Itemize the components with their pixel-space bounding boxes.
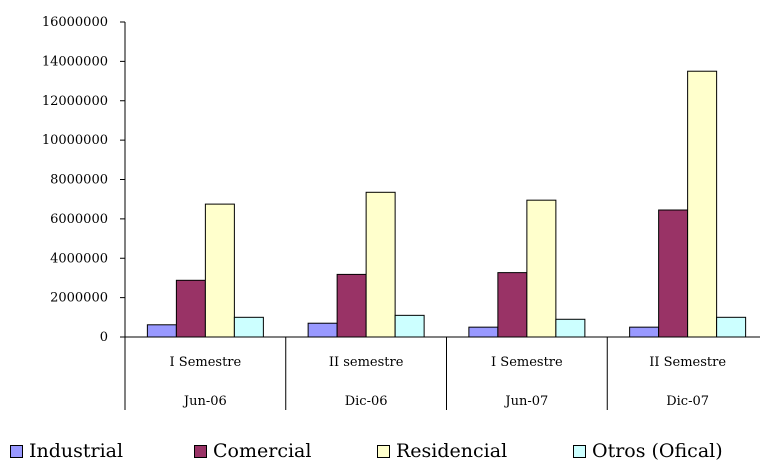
bar-industrial	[629, 326, 660, 338]
bar-residencial	[204, 203, 235, 338]
bar-comercial	[497, 272, 528, 338]
y-tick-label: 4000000	[50, 251, 108, 266]
category-label-date: Dic-07	[666, 394, 709, 409]
bar-otros-ofical	[716, 316, 747, 338]
legend-swatch	[377, 444, 390, 458]
category-label-semester: I Semestre	[491, 355, 563, 370]
bar-residencial	[687, 70, 718, 338]
category-label-semester: II Semestre	[649, 355, 726, 370]
bar-comercial	[175, 279, 206, 338]
y-tick-label: 10000000	[42, 133, 108, 148]
legend-label: Comercial	[213, 440, 312, 462]
legend-item: Industrial	[10, 440, 123, 462]
bar-otros-ofical	[233, 316, 264, 338]
y-tick-label: 14000000	[42, 54, 108, 69]
legend-label: Residencial	[396, 440, 508, 462]
y-tick-label: 0	[100, 330, 108, 345]
y-tick-label: 2000000	[50, 291, 108, 306]
bar-residencial	[526, 199, 557, 338]
legend-swatch	[194, 444, 207, 458]
legend-label: Otros (Ofical)	[592, 440, 723, 462]
bar-industrial	[307, 322, 338, 338]
y-tick-label: 16000000	[42, 15, 108, 30]
legend-item: Residencial	[377, 440, 507, 462]
legend-swatch	[573, 444, 586, 458]
bar-comercial	[336, 273, 367, 338]
category-label-semester: II semestre	[329, 355, 404, 370]
legend: Industrial Comercial Residencial Otros (Ofi…	[0, 440, 760, 464]
bar-otros-ofical	[394, 314, 425, 338]
bar-chart: 0 2000000 4000000 6000000 8000000 10000000 120…	[42, 15, 760, 410]
category-label-date: Dic-06	[345, 394, 388, 409]
y-tick-label: 12000000	[42, 94, 108, 109]
category-label-date: Jun-07	[503, 394, 548, 409]
bar-industrial	[146, 324, 177, 338]
category-label-date: Jun-06	[182, 394, 227, 409]
bar-residencial	[365, 191, 396, 338]
bar-industrial	[468, 326, 499, 338]
bar-otros-ofical	[555, 318, 586, 338]
legend-item: Comercial	[194, 440, 311, 462]
legend-label: Industrial	[29, 440, 124, 462]
y-tick-label: 6000000	[50, 212, 108, 227]
bar-comercial	[658, 209, 689, 338]
y-tick-label: 8000000	[50, 173, 108, 188]
legend-swatch	[10, 444, 23, 458]
category-label-semester: I Semestre	[170, 355, 242, 370]
legend-item: Otros (Ofical)	[573, 440, 723, 462]
